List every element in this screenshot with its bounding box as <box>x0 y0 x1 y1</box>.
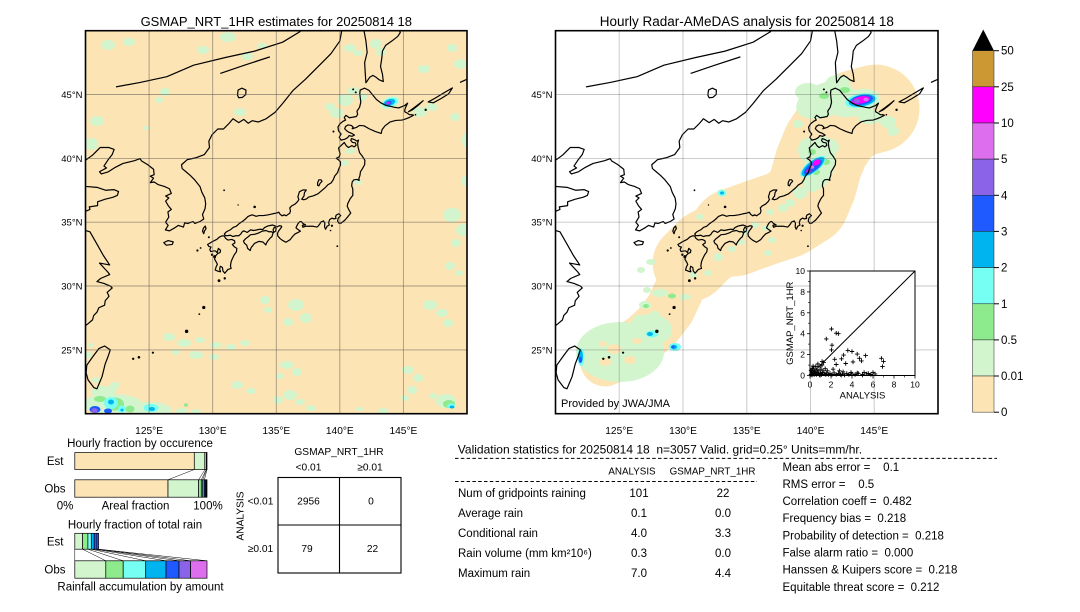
svg-text:140°E: 140°E <box>326 426 354 437</box>
svg-text:4: 4 <box>1001 190 1008 202</box>
svg-text:Est: Est <box>47 456 64 468</box>
svg-text:35°N: 35°N <box>61 218 82 229</box>
svg-text:130°E: 130°E <box>199 426 227 437</box>
svg-text:40°N: 40°N <box>61 154 82 165</box>
svg-text:125°E: 125°E <box>605 426 633 437</box>
svg-text:4.0: 4.0 <box>631 528 647 540</box>
svg-text:1: 1 <box>1001 299 1007 311</box>
svg-text:GSMAP_NRT_1HR estimates for 20: GSMAP_NRT_1HR estimates for 20250814 18 <box>141 14 412 29</box>
svg-text:Rain volume (mm km²10⁶): Rain volume (mm km²10⁶) <box>458 548 592 560</box>
svg-text:Hanssen & Kuipers score = 0.2: Hanssen & Kuipers score = 0.218 <box>783 565 958 577</box>
svg-text:≥0.01: ≥0.01 <box>248 544 274 555</box>
svg-text:2: 2 <box>829 380 834 390</box>
svg-text:125°E: 125°E <box>135 426 163 437</box>
svg-text:7.0: 7.0 <box>631 568 647 580</box>
svg-text:2: 2 <box>800 350 805 360</box>
svg-text:0.3: 0.3 <box>631 548 647 560</box>
svg-text:GSMAP_NRT_1HR: GSMAP_NRT_1HR <box>294 447 383 458</box>
svg-text:Num of gridpoints raining: Num of gridpoints raining <box>458 488 586 500</box>
svg-text:Obs: Obs <box>44 484 65 496</box>
svg-text:10: 10 <box>1001 118 1014 130</box>
svg-text:Frequency bias = 0.218: Frequency bias = 0.218 <box>783 513 907 525</box>
svg-text:0.0: 0.0 <box>715 548 731 560</box>
svg-text:50: 50 <box>1001 46 1014 58</box>
svg-text:ANALYSIS: ANALYSIS <box>236 491 247 540</box>
svg-text:≥0.01: ≥0.01 <box>357 463 383 474</box>
svg-text:0%: 0% <box>57 501 74 513</box>
svg-text:GSMAP_NRT_1HR: GSMAP_NRT_1HR <box>670 467 756 478</box>
svg-text:Provided by JWA/JMA: Provided by JWA/JMA <box>561 398 671 410</box>
svg-text:40°N: 40°N <box>531 154 552 165</box>
svg-text:100%: 100% <box>193 501 222 513</box>
svg-text:0: 0 <box>800 371 805 381</box>
svg-text:ANALYSIS: ANALYSIS <box>608 467 656 478</box>
svg-text:Mean abs error = 0.1: Mean abs error = 0.1 <box>783 462 900 474</box>
svg-text:Equitable threat score = 0.21: Equitable threat score = 0.212 <box>783 582 940 594</box>
svg-text:ANALYSIS: ANALYSIS <box>840 391 886 402</box>
svg-text:5: 5 <box>1001 154 1007 166</box>
svg-text:Est: Est <box>47 537 64 549</box>
svg-text:135°E: 135°E <box>733 426 761 437</box>
svg-text:0.01: 0.01 <box>1001 371 1023 383</box>
svg-text:22: 22 <box>367 544 379 555</box>
svg-text:25°N: 25°N <box>531 345 552 356</box>
svg-text:8: 8 <box>800 287 805 297</box>
svg-text:0.5: 0.5 <box>1001 335 1017 347</box>
svg-text:3.3: 3.3 <box>715 528 731 540</box>
svg-text:False alarm ratio = 0.000: False alarm ratio = 0.000 <box>783 548 914 560</box>
svg-text:0.0: 0.0 <box>715 508 731 520</box>
svg-text:Probability of detection = 0.: Probability of detection = 0.218 <box>783 530 944 542</box>
svg-text:30°N: 30°N <box>531 282 552 293</box>
svg-text:<0.01: <0.01 <box>296 463 322 474</box>
svg-text:22: 22 <box>717 488 730 500</box>
svg-text:Obs: Obs <box>44 565 65 577</box>
svg-text:2956: 2956 <box>297 497 320 508</box>
svg-text:Validation statistics for 2025: Validation statistics for 20250814 18 n=… <box>458 443 862 457</box>
svg-text:145°E: 145°E <box>860 426 888 437</box>
svg-text:0: 0 <box>808 380 813 390</box>
svg-text:101: 101 <box>629 488 648 500</box>
svg-text:<0.01: <0.01 <box>248 497 274 508</box>
svg-text:Rainfall accumulation by amoun: Rainfall accumulation by amount <box>57 582 224 594</box>
svg-text:10: 10 <box>796 266 806 276</box>
svg-text:130°E: 130°E <box>669 426 697 437</box>
svg-text:45°N: 45°N <box>531 90 552 101</box>
svg-text:0.1: 0.1 <box>631 508 647 520</box>
svg-text:6: 6 <box>871 380 876 390</box>
svg-text:4.4: 4.4 <box>715 568 732 580</box>
svg-text:10: 10 <box>910 380 920 390</box>
svg-text:Areal fraction: Areal fraction <box>102 501 170 513</box>
svg-text:135°E: 135°E <box>262 426 290 437</box>
svg-text:145°E: 145°E <box>389 426 417 437</box>
svg-text:Hourly fraction of total rain: Hourly fraction of total rain <box>68 520 202 532</box>
svg-text:35°N: 35°N <box>531 218 552 229</box>
svg-text:79: 79 <box>301 544 313 555</box>
svg-text:25: 25 <box>1001 82 1014 94</box>
svg-text:8: 8 <box>892 380 897 390</box>
svg-text:0: 0 <box>368 497 374 508</box>
svg-text:Hourly fraction by occurence: Hourly fraction by occurence <box>67 438 213 450</box>
svg-text:Maximum rain: Maximum rain <box>458 568 530 580</box>
svg-text:0: 0 <box>1001 407 1007 419</box>
svg-text:3: 3 <box>1001 226 1007 238</box>
svg-text:Conditional rain: Conditional rain <box>458 528 538 540</box>
svg-text:30°N: 30°N <box>61 282 82 293</box>
svg-text:Correlation coeff = 0.482: Correlation coeff = 0.482 <box>783 496 912 508</box>
svg-text:Average rain: Average rain <box>458 508 523 520</box>
svg-text:2: 2 <box>1001 263 1007 275</box>
svg-text:140°E: 140°E <box>797 426 825 437</box>
svg-text:45°N: 45°N <box>61 90 82 101</box>
svg-text:GSMAP_NRT_1HR: GSMAP_NRT_1HR <box>785 281 796 364</box>
svg-text:6: 6 <box>800 308 805 318</box>
svg-text:4: 4 <box>850 380 855 390</box>
svg-text:25°N: 25°N <box>61 345 82 356</box>
svg-text:Hourly Radar-AMeDAS analysis f: Hourly Radar-AMeDAS analysis for 2025081… <box>600 14 894 29</box>
svg-text:RMS error = 0.5: RMS error = 0.5 <box>783 479 875 491</box>
svg-text:4: 4 <box>800 329 805 339</box>
